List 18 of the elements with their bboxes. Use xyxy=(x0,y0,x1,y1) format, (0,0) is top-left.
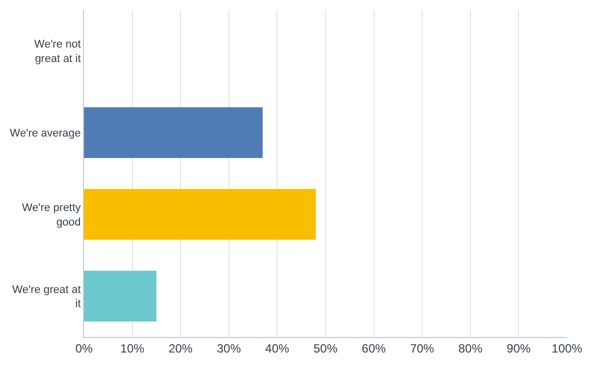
y-tick-label: We're pretty good xyxy=(22,202,82,228)
x-tick-label: 70% xyxy=(410,341,434,356)
bar xyxy=(84,107,263,158)
bar xyxy=(84,270,156,322)
x-tick-label: 80% xyxy=(458,341,483,356)
x-tick-label: 40% xyxy=(265,341,290,356)
x-tick-label: 0% xyxy=(75,341,93,356)
x-tick-label: 100% xyxy=(552,341,583,356)
x-tick-label: 90% xyxy=(506,341,532,356)
x-tick-label: 10% xyxy=(120,341,145,356)
x-tick-label: 60% xyxy=(362,341,386,356)
y-tick-label: We're not great at it xyxy=(34,38,81,65)
x-tick-label: 30% xyxy=(216,341,242,356)
x-tick-label: 50% xyxy=(313,341,338,356)
y-tick-label: We're average xyxy=(10,127,81,140)
y-tick-label: We're great at it xyxy=(12,284,81,310)
x-tick-label: 20% xyxy=(168,341,193,356)
bar xyxy=(84,189,316,240)
